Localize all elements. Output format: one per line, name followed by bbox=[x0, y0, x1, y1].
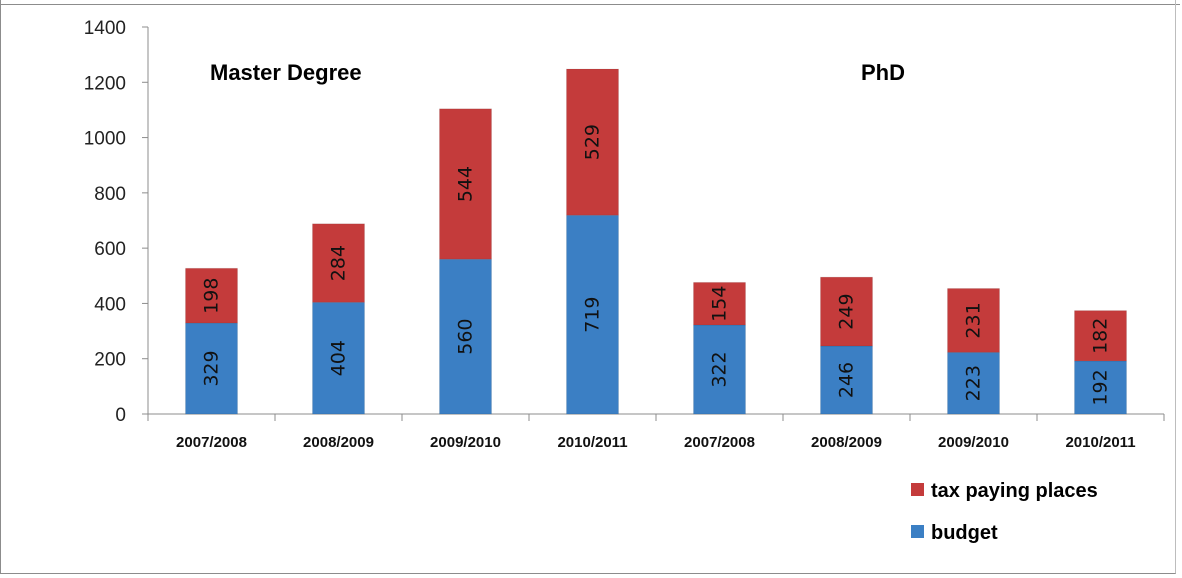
data-label-budget: 192 bbox=[1090, 369, 1112, 405]
x-tick-label: 2010/2011 bbox=[557, 434, 627, 451]
data-label-budget: 246 bbox=[836, 362, 858, 398]
data-label-tax-paying-places: 249 bbox=[836, 293, 858, 329]
group-label-master: Master Degree bbox=[210, 60, 362, 85]
data-label-tax-paying-places: 544 bbox=[455, 166, 477, 202]
data-label-tax-paying-places: 182 bbox=[1090, 318, 1112, 354]
bar-budget bbox=[312, 302, 365, 414]
legend-label-tax-paying-places: tax paying places bbox=[931, 480, 1098, 502]
data-label-budget: 404 bbox=[328, 340, 350, 376]
bar-tax-paying-places bbox=[693, 282, 746, 325]
y-tick-label: 1400 bbox=[84, 18, 126, 39]
data-label-budget: 322 bbox=[709, 351, 731, 387]
bar-outline bbox=[185, 267, 238, 324]
x-tick-label: 2008/2009 bbox=[811, 434, 882, 451]
data-label-budget: 560 bbox=[455, 318, 477, 354]
bar-tax-paying-places bbox=[947, 288, 1000, 353]
y-tick-label: 200 bbox=[94, 350, 126, 371]
bar-tax-paying-places bbox=[566, 69, 619, 216]
bar-tax-paying-places bbox=[820, 277, 873, 346]
data-label-budget: 329 bbox=[201, 350, 223, 386]
data-label-tax-paying-places: 198 bbox=[201, 278, 223, 314]
x-tick-label: 2009/2010 bbox=[430, 434, 501, 451]
data-labels: 329 198 404 284 560 544 719 529 322 154 246 249 223 2… bbox=[201, 124, 1112, 406]
bar-tax-paying-places bbox=[439, 108, 492, 260]
y-tick-label: 600 bbox=[94, 239, 126, 260]
legend-label-budget: budget bbox=[931, 522, 998, 544]
data-label-tax-paying-places: 284 bbox=[328, 245, 350, 281]
bar-budget bbox=[185, 323, 238, 414]
data-label-budget: 223 bbox=[963, 365, 985, 401]
bar-outline bbox=[947, 288, 1000, 353]
bar-budget bbox=[1074, 360, 1127, 414]
x-tick-label: 2010/2011 bbox=[1065, 434, 1135, 451]
data-label-tax-paying-places: 154 bbox=[709, 286, 731, 322]
x-tick-label: 2007/2008 bbox=[176, 434, 247, 451]
legend-swatch-tax-paying-places bbox=[911, 483, 924, 496]
legend: tax paying places budget bbox=[911, 480, 1098, 544]
bar-outline bbox=[312, 223, 365, 303]
bar-budget bbox=[439, 259, 492, 414]
y-tick-label: 400 bbox=[94, 294, 126, 315]
bar-outline bbox=[693, 281, 746, 326]
axes: 0 200 400 600 800 1000 1200 1400 2007/2008 2008/2… bbox=[84, 18, 1165, 451]
data-label-budget: 719 bbox=[582, 296, 604, 332]
bar-outline bbox=[1074, 310, 1127, 362]
bars bbox=[185, 68, 1127, 415]
y-tick-label: 1000 bbox=[84, 129, 126, 150]
y-tick-label: 800 bbox=[94, 184, 126, 205]
bar-outline bbox=[439, 108, 492, 260]
bar-budget bbox=[947, 352, 1000, 414]
bar-outline bbox=[566, 68, 619, 216]
data-label-tax-paying-places: 529 bbox=[582, 124, 604, 160]
bar-tax-paying-places bbox=[185, 268, 238, 324]
x-tick-label: 2009/2010 bbox=[938, 434, 1009, 451]
x-tick-label: 2008/2009 bbox=[303, 434, 374, 451]
legend-swatch-budget bbox=[911, 525, 924, 538]
x-tick-label: 2007/2008 bbox=[684, 434, 755, 451]
bar-tax-paying-places bbox=[312, 223, 365, 303]
bar-budget bbox=[693, 324, 746, 414]
y-tick-label: 1200 bbox=[84, 73, 126, 94]
y-tick-label: 0 bbox=[115, 405, 126, 426]
group-label-phd: PhD bbox=[861, 60, 905, 85]
bar-outline bbox=[820, 276, 873, 347]
group-labels: Master Degree PhD bbox=[210, 60, 905, 85]
data-label-tax-paying-places: 231 bbox=[963, 302, 985, 338]
bar-tax-paying-places bbox=[1074, 310, 1127, 361]
chart-border-top bbox=[0, 4, 1180, 5]
bar-budget bbox=[820, 345, 873, 414]
bar-budget bbox=[566, 215, 619, 414]
